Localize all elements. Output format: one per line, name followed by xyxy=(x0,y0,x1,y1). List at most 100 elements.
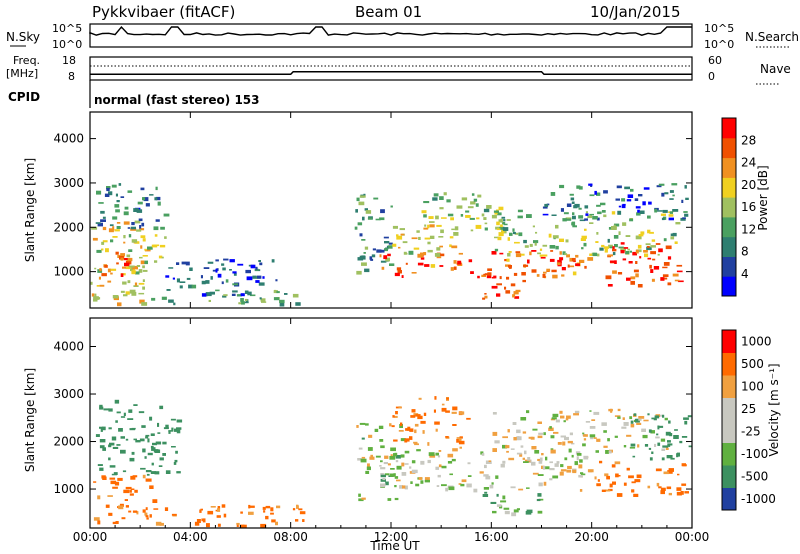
velocity-cell xyxy=(435,452,439,456)
power-cell xyxy=(115,251,119,255)
velocity-cell xyxy=(275,521,278,526)
power-cell xyxy=(139,228,145,231)
velocity-cell xyxy=(496,493,499,497)
power-cell xyxy=(380,209,385,214)
velocity-cell xyxy=(262,506,266,510)
power-cell xyxy=(151,297,156,301)
power-cell xyxy=(470,229,474,232)
colorbar-swatch xyxy=(722,236,736,257)
velocity-ylabel: Slant Range [km] xyxy=(23,368,37,472)
velocity-cell xyxy=(420,460,425,465)
velocity-cell xyxy=(566,469,572,473)
power-cell xyxy=(635,206,641,209)
velocity-cell xyxy=(358,498,364,502)
power-cell xyxy=(430,264,436,268)
velocity-cell xyxy=(582,432,585,435)
power-cell xyxy=(668,214,674,217)
velocity-cell xyxy=(368,434,373,438)
velocity-cell xyxy=(492,412,497,415)
power-cell xyxy=(128,265,135,268)
velocity-cell xyxy=(484,464,487,469)
velocity-cell xyxy=(481,453,485,456)
power-cell xyxy=(223,294,228,297)
power-cell xyxy=(621,198,626,202)
power-cell xyxy=(612,248,617,252)
velocity-cell xyxy=(560,464,564,468)
velocity-cell xyxy=(623,445,627,448)
velocity-cell xyxy=(144,456,147,459)
velocity-cell xyxy=(512,422,517,425)
power-cell xyxy=(633,269,639,273)
power-cell xyxy=(506,258,510,262)
freq-unit: [MHz] xyxy=(6,67,38,80)
velocity-cell xyxy=(502,444,508,449)
power-cell xyxy=(550,192,556,196)
power-cell xyxy=(529,243,533,247)
power-cell xyxy=(627,194,634,198)
power-cell xyxy=(161,296,167,300)
velocity-cell xyxy=(571,454,574,458)
power-cell xyxy=(609,260,615,263)
velocity-cell xyxy=(459,411,465,415)
power-cell xyxy=(542,273,546,278)
velocity-cell xyxy=(147,452,153,456)
power-cell xyxy=(618,205,622,208)
velocity-cell xyxy=(516,452,522,455)
power-cell xyxy=(139,299,145,304)
power-cell xyxy=(363,193,366,196)
velocity-cell xyxy=(365,423,369,426)
nsky-panel: N.Sky 10^5 10^0 10^5 10^0 N.Search xyxy=(6,22,799,51)
velocity-cell xyxy=(389,423,392,427)
velocity-cell xyxy=(97,520,101,525)
power-cell xyxy=(656,185,662,188)
power-cell xyxy=(449,236,454,239)
power-cell xyxy=(232,290,238,293)
velocity-cell xyxy=(669,433,673,437)
power-cell xyxy=(158,255,163,259)
power-cell xyxy=(684,213,689,217)
power-cell xyxy=(400,233,405,236)
power-cell xyxy=(120,290,125,293)
velocity-cell xyxy=(394,476,399,479)
power-cell xyxy=(521,253,525,256)
velocity-cell xyxy=(121,517,126,520)
velocity-cell xyxy=(124,499,128,501)
power-cell xyxy=(441,217,447,219)
velocity-cell xyxy=(630,420,634,424)
power-cell xyxy=(108,191,113,196)
velocity-cell xyxy=(682,464,687,467)
velocity-cell xyxy=(538,498,544,501)
power-cell xyxy=(143,197,149,202)
velocity-cell xyxy=(676,452,680,457)
power-cell xyxy=(555,245,559,250)
velocity-cell xyxy=(136,511,139,515)
velocity-cell xyxy=(150,445,154,449)
power-cell xyxy=(362,216,365,221)
power-cell xyxy=(439,265,444,267)
velocity-cell xyxy=(111,436,117,441)
power-cell xyxy=(396,235,403,240)
velocity-cell xyxy=(107,495,113,497)
power-cell xyxy=(635,261,638,264)
velocity-cell xyxy=(396,465,402,470)
power-cell xyxy=(570,197,575,201)
power-cell xyxy=(609,246,613,249)
power-cell xyxy=(585,211,588,214)
velocity-cell xyxy=(531,461,536,466)
power-cell xyxy=(501,216,506,219)
power-cell xyxy=(381,266,385,270)
power-cell xyxy=(231,293,236,296)
power-cell xyxy=(653,266,660,270)
velocity-cell xyxy=(441,484,447,487)
power-cell xyxy=(571,201,575,204)
power-cell xyxy=(402,241,408,244)
y-tick-label: 1000 xyxy=(53,265,84,279)
power-cell xyxy=(560,208,564,212)
power-cell xyxy=(491,276,495,279)
power-cell xyxy=(627,248,630,251)
power-cell xyxy=(581,247,584,250)
velocity-cell xyxy=(97,464,103,466)
x-tick-label: 16:00 xyxy=(474,530,509,544)
velocity-cell xyxy=(404,463,409,465)
power-cell xyxy=(427,241,431,245)
